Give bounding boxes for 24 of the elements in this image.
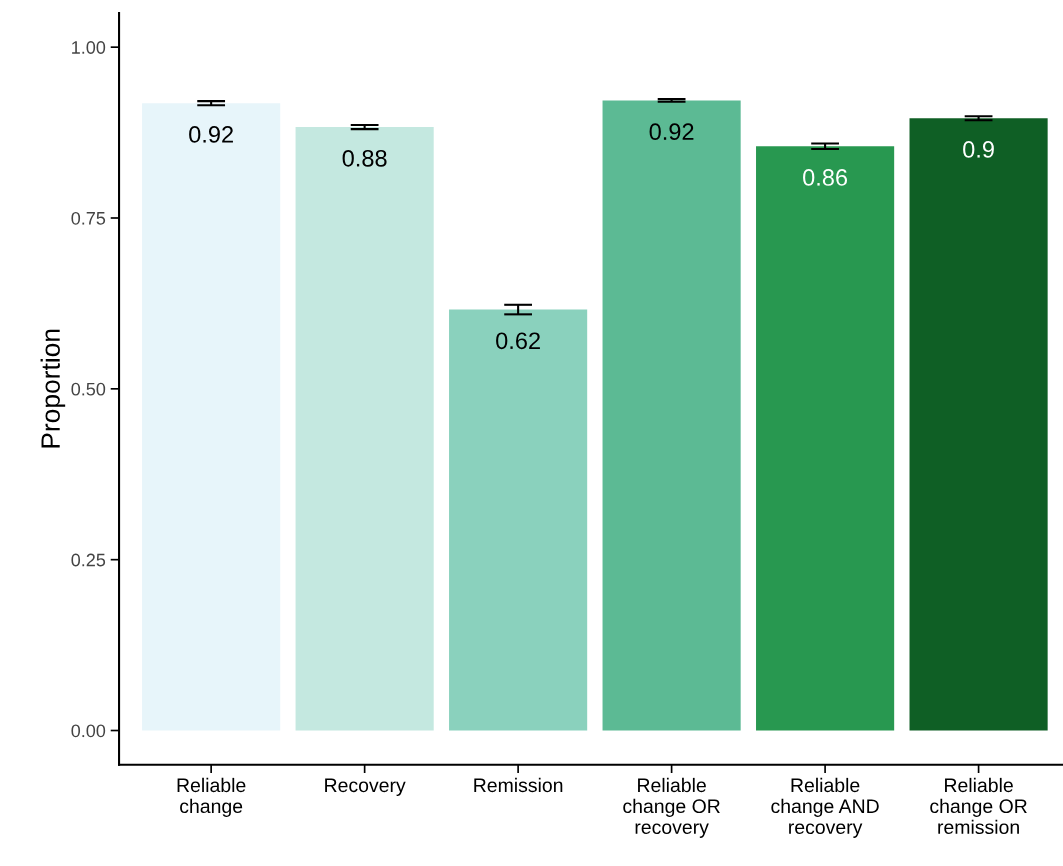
bar — [756, 146, 895, 731]
x-tick-label: Reliable change OR remission — [930, 777, 1027, 835]
x-tick-label: Reliable change — [177, 777, 246, 817]
x-tick-label: Remission — [474, 777, 563, 793]
data-label: 0.9 — [963, 141, 994, 158]
bar — [449, 309, 588, 731]
bar — [295, 127, 434, 731]
y-tick-label: 0.50 — [71, 382, 106, 396]
x-tick-label: Reliable change OR recovery — [623, 777, 720, 838]
y-tick-label: 1.00 — [72, 41, 106, 54]
x-tick-label: Recovery — [325, 778, 406, 796]
x-tick-label: Reliable change AND recovery — [771, 777, 879, 838]
bar — [142, 103, 281, 731]
data-label: 0.88 — [342, 149, 387, 167]
y-tick-label: 0.75 — [71, 211, 106, 225]
bar — [602, 100, 741, 731]
data-label: 0.92 — [189, 126, 233, 143]
bar — [909, 118, 1048, 731]
data-label: 0.62 — [496, 332, 540, 350]
data-label: 0.86 — [803, 169, 848, 186]
y-axis-title: Proportion — [40, 329, 66, 448]
y-tick-label: 0.25 — [71, 553, 106, 567]
y-tick-label: 0.00 — [71, 724, 106, 738]
data-label: 0.92 — [649, 123, 694, 141]
